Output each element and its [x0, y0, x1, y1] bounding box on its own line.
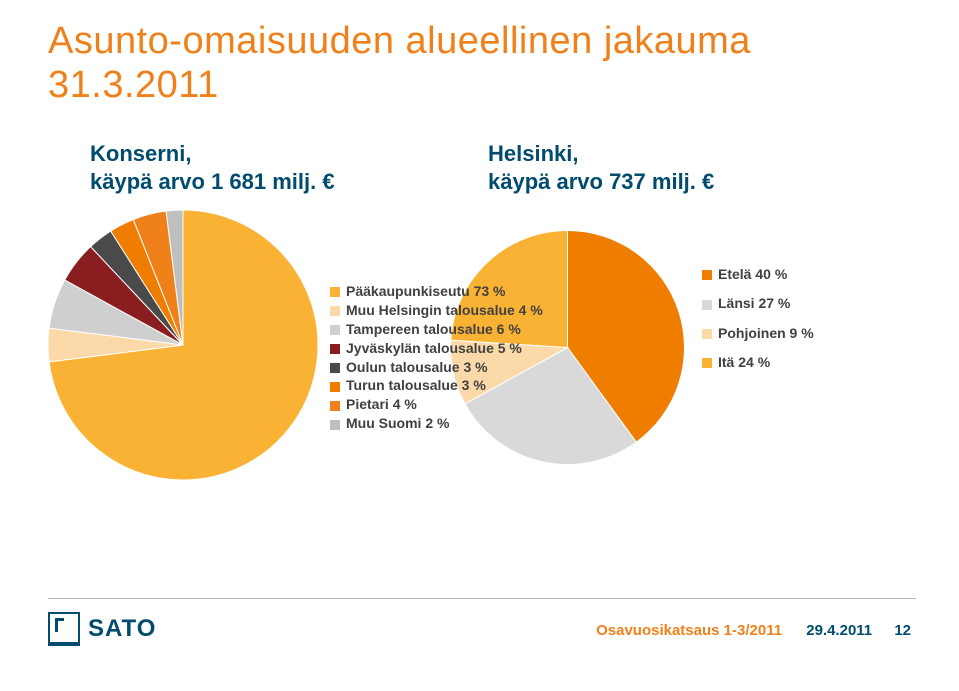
legend-label: Jyväskylän talousalue 5 %	[346, 340, 522, 356]
legend-label: Länsi 27 %	[718, 295, 790, 311]
title-line-2: 31.3.2011	[48, 64, 751, 108]
legend-item: Jyväskylän talousalue 5 %	[330, 339, 543, 358]
legend-label: Muu Helsingin talousalue 4 %	[346, 302, 543, 318]
legend-item: Turun talousalue 3 %	[330, 376, 543, 395]
legend-label: Etelä 40 %	[718, 266, 787, 282]
legend-item: Tampereen talousalue 6 %	[330, 320, 543, 339]
title-line-1: Asunto-omaisuuden alueellinen jakauma	[48, 20, 751, 64]
footer-page: 12	[894, 622, 911, 639]
footer-osavuosi: Osavuosikatsaus 1-3/2011	[596, 622, 782, 639]
legend-item: Muu Helsingin talousalue 4 %	[330, 301, 543, 320]
logo-text: SATO	[88, 615, 156, 643]
legend-swatch-icon	[702, 300, 712, 310]
logo-mark-icon	[48, 612, 80, 646]
legend-swatch-icon	[330, 287, 340, 297]
legend-item: Pohjoinen 9 %	[702, 319, 814, 348]
legend-label: Turun talousalue 3 %	[346, 377, 486, 393]
pie-left-svg	[48, 210, 318, 480]
legend-swatch-icon	[330, 401, 340, 411]
legend-item: Pääkaupunkiseutu 73 %	[330, 282, 543, 301]
legend-label: Tampereen talousalue 6 %	[346, 321, 521, 337]
legend-label: Pääkaupunkiseutu 73 %	[346, 283, 506, 299]
legend-swatch-icon	[330, 382, 340, 392]
legend-item: Oulun talousalue 3 %	[330, 358, 543, 377]
legend-swatch-icon	[702, 358, 712, 368]
legend-item: Muu Suomi 2 %	[330, 414, 543, 433]
subtitle-left-line2: käypä arvo 1 681 milj. €	[90, 168, 335, 196]
legend-swatch-icon	[330, 363, 340, 373]
footer-date: 29.4.2011	[806, 622, 872, 639]
footer-divider	[48, 598, 916, 599]
legend-label: Oulun talousalue 3 %	[346, 359, 488, 375]
legend-label: Muu Suomi 2 %	[346, 415, 449, 431]
legend-item: Pietari 4 %	[330, 395, 543, 414]
footer-right: Osavuosikatsaus 1-3/2011 29.4.2011 12	[596, 622, 911, 639]
legend-swatch-icon	[702, 270, 712, 280]
legend-item: Itä 24 %	[702, 348, 814, 377]
slide-title: Asunto-omaisuuden alueellinen jakauma 31…	[48, 20, 751, 107]
legend-swatch-icon	[330, 344, 340, 354]
subtitle-left: Konserni, käypä arvo 1 681 milj. €	[90, 140, 335, 195]
subtitle-right-line2: käypä arvo 737 milj. €	[488, 168, 714, 196]
legend-item: Etelä 40 %	[702, 260, 814, 289]
legend-swatch-icon	[330, 325, 340, 335]
logo: SATO	[48, 612, 156, 646]
legend-right: Etelä 40 % Länsi 27 % Pohjoinen 9 % Itä 24 …	[702, 260, 814, 378]
legend-label: Pietari 4 %	[346, 396, 417, 412]
legend-left: Pääkaupunkiseutu 73 % Muu Helsingin talou…	[330, 282, 543, 433]
legend-item: Länsi 27 %	[702, 289, 814, 318]
pie-chart-left	[48, 210, 318, 480]
legend-swatch-icon	[330, 420, 340, 430]
legend-swatch-icon	[702, 329, 712, 339]
subtitle-right: Helsinki, käypä arvo 737 milj. €	[488, 140, 714, 195]
subtitle-left-line1: Konserni,	[90, 140, 335, 168]
legend-label: Itä 24 %	[718, 354, 770, 370]
legend-swatch-icon	[330, 306, 340, 316]
subtitle-right-line1: Helsinki,	[488, 140, 714, 168]
legend-label: Pohjoinen 9 %	[718, 325, 814, 341]
